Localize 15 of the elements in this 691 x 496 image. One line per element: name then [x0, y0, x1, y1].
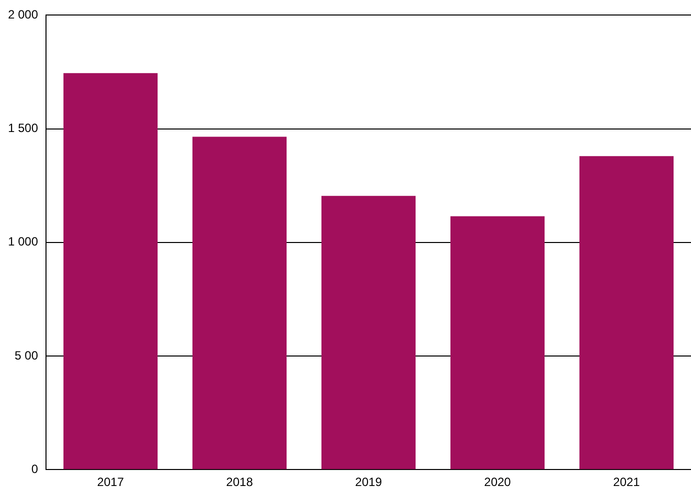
x-tick-label: 2017	[97, 475, 124, 490]
bar	[63, 73, 158, 470]
bar	[321, 196, 416, 470]
bar	[579, 156, 674, 470]
bar	[450, 216, 545, 470]
bar	[192, 136, 287, 470]
y-tick-label: 0	[31, 462, 38, 476]
x-tick-label: 2018	[226, 475, 254, 490]
x-tick-label: 2021	[613, 475, 640, 490]
y-tick-label: 2 000	[8, 8, 38, 22]
y-tick-label: 5 00	[14, 348, 38, 362]
x-tick-label: 2020	[484, 475, 512, 490]
y-tick-label: 1 500	[8, 121, 38, 136]
x-tick-label: 2019	[355, 475, 382, 490]
y-tick-label: 1 000	[8, 234, 38, 249]
